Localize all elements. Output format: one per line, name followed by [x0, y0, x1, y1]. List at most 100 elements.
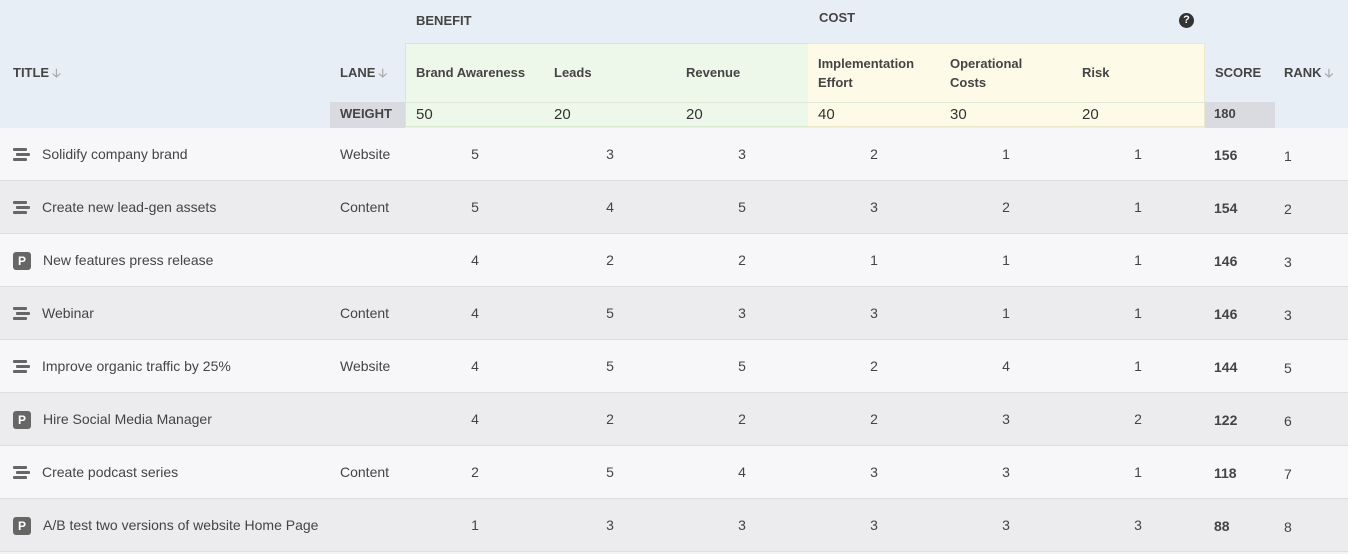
criterion-score-cell[interactable]: 3	[1002, 517, 1010, 533]
project-icon: P	[13, 411, 31, 429]
criterion-score-cell[interactable]: 3	[1002, 411, 1010, 427]
criterion-score-cell[interactable]: 1	[1134, 146, 1142, 162]
column-header-lane[interactable]: LANE 🡣	[340, 63, 387, 83]
criterion-score-cell[interactable]: 4	[606, 199, 614, 215]
criterion-score-cell[interactable]: 3	[738, 305, 746, 321]
column-header-risk[interactable]: Risk	[1082, 65, 1110, 80]
table-row[interactable]: P New features press release 4 2 2 1 1 1 146 3	[0, 234, 1348, 287]
weight-implementation-effort[interactable]: 40	[818, 106, 835, 123]
criterion-score-cell[interactable]: 3	[870, 517, 878, 533]
row-title-link[interactable]: Create new lead-gen assets	[42, 199, 217, 215]
criterion-score-cell[interactable]: 3	[606, 517, 614, 533]
criterion-score-cell[interactable]: 1	[1134, 464, 1142, 480]
criterion-score-cell[interactable]: 3	[870, 464, 878, 480]
title-header-label: TITLE	[13, 65, 50, 80]
column-header-operational-costs[interactable]: Operational Costs	[950, 54, 1022, 92]
row-title-link[interactable]: Webinar	[42, 305, 94, 321]
criterion-score-cell[interactable]: 2	[606, 252, 614, 268]
weight-leads[interactable]: 20	[554, 106, 571, 123]
criterion-score-cell[interactable]: 2	[870, 411, 878, 427]
row-rank: 3	[1284, 254, 1292, 270]
column-header-brand-awareness[interactable]: Brand Awareness	[416, 65, 526, 80]
criterion-score-cell[interactable]: 1	[1002, 146, 1010, 162]
table-row[interactable]: Improve organic traffic by 25% Website 4 5 5…	[0, 340, 1348, 393]
criterion-score-cell[interactable]: 4	[471, 411, 479, 427]
column-header-implementation-effort[interactable]: Implementation Effort	[818, 54, 914, 92]
criterion-score-cell[interactable]: 5	[606, 464, 614, 480]
criterion-score-cell[interactable]: 1	[471, 517, 479, 533]
help-icon[interactable]: ?	[1179, 13, 1194, 28]
table-row[interactable]: Solidify company brand Website 5 3 3 2 1 1 156 1	[0, 128, 1348, 181]
criterion-score-cell[interactable]: 5	[738, 358, 746, 374]
table-row[interactable]: Webinar Content 4 5 3 3 1 1 146 3	[0, 287, 1348, 340]
criterion-score-cell[interactable]: 3	[870, 305, 878, 321]
initiative-icon	[13, 148, 31, 162]
criterion-score-cell[interactable]: 5	[738, 199, 746, 215]
criterion-score-cell[interactable]: 4	[738, 464, 746, 480]
implementation-header-line1: Implementation	[818, 56, 915, 71]
benefit-group-label: BENEFIT	[416, 13, 472, 28]
row-score: 154	[1214, 200, 1238, 216]
criterion-score-cell[interactable]: 3	[1134, 517, 1142, 533]
criterion-score-cell[interactable]: 5	[606, 305, 614, 321]
criterion-score-cell[interactable]: 4	[471, 358, 479, 374]
row-title-link[interactable]: Create podcast series	[42, 464, 179, 480]
weight-operational-costs[interactable]: 30	[950, 106, 967, 123]
weight-revenue[interactable]: 20	[686, 106, 703, 123]
weight-label-cell	[330, 102, 405, 128]
criterion-score-cell[interactable]: 3	[870, 199, 878, 215]
criterion-score-cell[interactable]: 5	[606, 358, 614, 374]
criterion-score-cell[interactable]: 1	[1002, 305, 1010, 321]
criterion-score-cell[interactable]: 2	[870, 358, 878, 374]
criterion-score-cell[interactable]: 2	[471, 464, 479, 480]
criterion-score-cell[interactable]: 3	[738, 517, 746, 533]
row-title-link[interactable]: Improve organic traffic by 25%	[42, 358, 231, 374]
sort-arrow-icon: 🡣	[52, 66, 61, 80]
criterion-score-cell[interactable]: 2	[1002, 199, 1010, 215]
column-header-leads[interactable]: Leads	[554, 65, 592, 80]
weight-risk[interactable]: 20	[1082, 106, 1099, 123]
row-title-link[interactable]: Solidify company brand	[42, 146, 188, 162]
row-title-link[interactable]: New features press release	[43, 252, 214, 268]
column-header-rank[interactable]: RANK 🡣	[1284, 63, 1333, 83]
table-row[interactable]: Create new lead-gen assets Content 5 4 5 3 2 1 1…	[0, 181, 1348, 234]
table-row[interactable]: Create podcast series Content 2 5 4 3 3 1 118 7	[0, 446, 1348, 499]
weight-total: 180	[1214, 106, 1236, 121]
table-row[interactable]: P A/B test two versions of website Home P…	[0, 499, 1348, 552]
table-row[interactable]: P Hire Social Media Manager 4 2 2 2 3 2 122 6	[0, 393, 1348, 446]
criterion-score-cell[interactable]: 1	[1002, 252, 1010, 268]
criterion-score-cell[interactable]: 2	[606, 411, 614, 427]
criterion-score-cell[interactable]: 5	[471, 199, 479, 215]
criterion-score-cell[interactable]: 2	[870, 146, 878, 162]
criterion-score-cell[interactable]: 1	[1134, 358, 1142, 374]
criterion-score-cell[interactable]: 2	[738, 411, 746, 427]
criterion-score-cell[interactable]: 1	[1134, 199, 1142, 215]
criterion-score-cell[interactable]: 1	[1134, 305, 1142, 321]
criterion-score-cell[interactable]: 3	[1002, 464, 1010, 480]
column-header-score[interactable]: SCORE	[1215, 65, 1262, 80]
weight-label: WEIGHT	[340, 106, 392, 121]
row-rank: 8	[1284, 519, 1292, 535]
row-title-link[interactable]: A/B test two versions of website Home Pa…	[43, 517, 319, 533]
column-header-revenue[interactable]: Revenue	[686, 65, 741, 80]
operational-header-line1: Operational	[950, 56, 1023, 71]
criterion-score-cell[interactable]: 2	[738, 252, 746, 268]
criterion-score-cell[interactable]: 3	[738, 146, 746, 162]
column-header-title[interactable]: TITLE 🡣	[13, 63, 61, 83]
row-lane: Website	[340, 146, 391, 162]
initiative-icon	[13, 201, 31, 215]
criterion-score-cell[interactable]: 1	[870, 252, 878, 268]
criterion-score-cell[interactable]: 3	[606, 146, 614, 162]
row-lane: Website	[340, 358, 391, 374]
criterion-score-cell[interactable]: 1	[1134, 252, 1142, 268]
criterion-score-cell[interactable]: 4	[1002, 358, 1010, 374]
row-lane: Content	[340, 464, 390, 480]
row-lane: Content	[340, 199, 390, 215]
criterion-score-cell[interactable]: 2	[1134, 411, 1142, 427]
row-title-link[interactable]: Hire Social Media Manager	[43, 411, 212, 427]
initiative-icon	[13, 307, 31, 321]
criterion-score-cell[interactable]: 5	[471, 146, 479, 162]
weight-brand-awareness[interactable]: 50	[416, 106, 433, 123]
criterion-score-cell[interactable]: 4	[471, 305, 479, 321]
criterion-score-cell[interactable]: 4	[471, 252, 479, 268]
